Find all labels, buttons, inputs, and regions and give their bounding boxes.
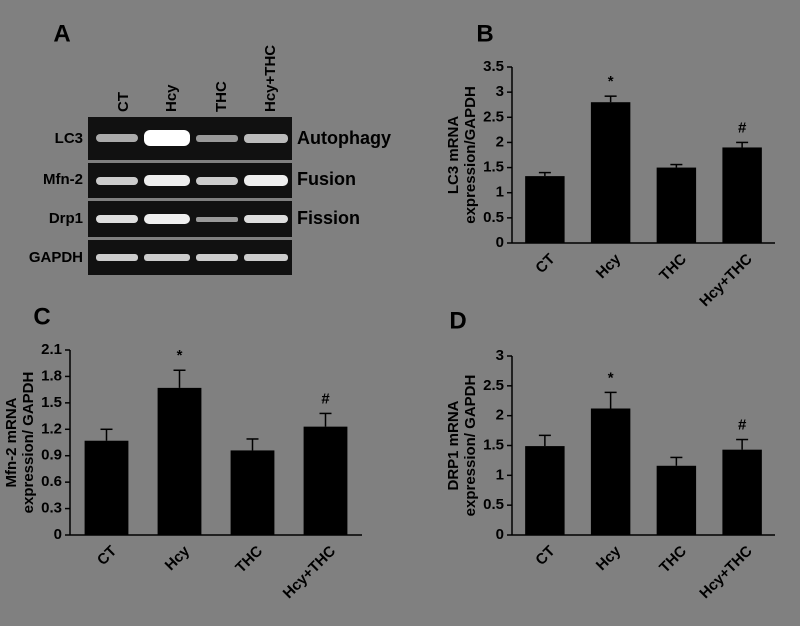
process-label: Fusion [297,169,356,189]
band [244,134,288,143]
lane-label: THC [213,81,230,112]
y-axis-label: Mfn-2 mRNA [3,397,20,487]
band [196,217,238,222]
lane-label: Hcy+THC [262,45,279,112]
panel-letter: A [53,20,70,47]
band [196,254,238,261]
y-tick-label: 1.2 [41,420,62,437]
row-label: Mfn-2 [43,171,83,188]
significance-mark: * [608,73,614,90]
bar [656,167,697,243]
lane-label: Hcy [163,84,180,112]
gel-panel: A CT Hcy THC Hcy+THC LC3 Mfn-2 [29,20,391,275]
panel-letter: C [33,303,50,330]
y-axis-label: expression/ GAPDH [20,372,37,514]
lane-label: CT [115,92,132,112]
bar [303,426,348,535]
significance-mark: # [738,119,747,136]
y-tick-label: 0 [496,526,504,543]
y-axis-label: expression/ GAPDH [462,375,479,517]
y-tick-label: 0.5 [483,209,504,226]
y-tick-label: 2.1 [41,341,62,358]
y-tick-label: 0 [496,234,504,251]
band [244,254,288,261]
y-tick-label: 0 [54,526,62,543]
band [144,214,190,224]
gel-bands [96,130,288,261]
y-tick-label: 1.8 [41,367,62,384]
significance-mark: * [608,369,614,386]
y-tick-label: 1.5 [483,159,504,176]
y-axis-label: DRP1 mRNA [445,400,462,490]
panel-letter: D [449,307,466,334]
y-tick-label: 3 [496,83,504,100]
band [244,175,288,186]
y-tick-label: 2 [496,407,504,424]
y-tick-label: 3.5 [483,58,504,75]
bar [525,446,565,535]
row-label: LC3 [55,130,83,147]
y-tick-label: 1.5 [41,394,62,411]
band [96,177,138,185]
bar [590,408,631,535]
y-tick-label: 0.3 [41,500,62,517]
process-label: Autophagy [297,128,391,148]
row-label: GAPDH [29,249,83,266]
y-tick-label: 1 [496,184,504,201]
y-tick-label: 2.5 [483,108,504,125]
significance-mark: # [738,417,747,434]
bar [84,440,129,535]
band [196,177,238,185]
band [96,215,138,223]
y-tick-label: 2 [496,133,504,150]
band [96,254,138,261]
panel-letter: B [476,20,493,47]
significance-mark: * [177,347,183,364]
y-tick-label: 0.6 [41,473,62,490]
y-axis-label: expression/GAPDH [462,86,479,224]
y-tick-label: 3 [496,347,504,364]
process-label: Fission [297,208,360,228]
bar [722,449,762,535]
band [144,254,190,261]
bar [525,176,565,243]
band [196,135,238,142]
band [244,215,288,223]
y-tick-label: 1 [496,466,504,483]
significance-mark: # [321,390,330,407]
bar [230,450,275,535]
y-axis-label: LC3 mRNA [445,116,462,195]
band [144,175,190,186]
y-tick-label: 0.5 [483,496,504,513]
bar [590,102,631,243]
bar [722,147,762,243]
bar [157,387,202,535]
y-tick-label: 2.5 [483,377,504,394]
bar [656,465,697,535]
band [96,134,138,142]
band [144,130,190,146]
y-tick-label: 0.9 [41,447,62,464]
y-tick-label: 1.5 [483,436,504,453]
row-label: Drp1 [49,210,83,227]
